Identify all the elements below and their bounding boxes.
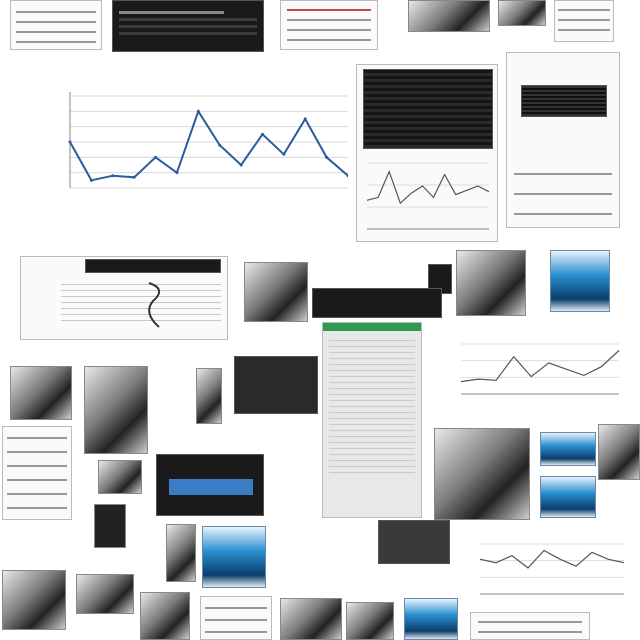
main-chart-point — [175, 171, 179, 175]
line-chart-bottom-right — [479, 543, 625, 595]
far-right-dark-plot — [521, 85, 607, 117]
thumbnail-photo-top-2 — [498, 0, 546, 26]
thumbnail-bottom-5 — [346, 602, 394, 640]
mini-chart-series-line — [366, 169, 490, 205]
thumbnail-figure-2 — [84, 366, 148, 454]
mini-chart-series-line — [479, 549, 625, 569]
dashboard-panel-far-right — [506, 52, 620, 228]
thumbnail-cable-photo — [598, 424, 640, 480]
thumbnail-dark-panel-top — [112, 0, 264, 52]
thumbnail-blue-chart-3 — [540, 476, 596, 518]
main-chart-point — [346, 174, 348, 178]
dashboard-mini-line-chart — [366, 162, 490, 230]
thumbnail-portrait-photo — [456, 250, 526, 316]
mini-chart-series-line — [460, 350, 620, 383]
main-chart-series-line — [69, 109, 348, 182]
thumbnail-bottom-6 — [404, 598, 458, 640]
thumbnail-dark-screen — [234, 356, 318, 414]
dashboard-panel-right — [356, 64, 498, 242]
thumbnail-device-photo — [244, 262, 308, 322]
main-chart-point — [89, 178, 93, 182]
main-chart-point — [68, 140, 72, 144]
main-chart-point — [282, 152, 286, 156]
main-chart-point — [218, 143, 222, 147]
thumbnail-figure-4 — [166, 524, 196, 582]
thumbnail-bottom-doc-2 — [470, 612, 590, 640]
thumbnail-bottom-2 — [76, 574, 134, 614]
thumbnail-figure-1 — [10, 366, 72, 420]
thumbnail-dark-banner — [312, 288, 442, 318]
thumbnail-robot-photo — [434, 428, 530, 520]
thumbnail-bottom-1 — [2, 570, 66, 630]
main-chart-point — [196, 109, 200, 113]
main-chart-point — [260, 132, 264, 136]
thumbnail-bottom-3 — [140, 592, 190, 640]
thumbnail-bottom-doc-1 — [200, 596, 272, 640]
thumbnail-dark-object — [94, 504, 126, 548]
thumbnail-doc-left-mid — [2, 426, 72, 520]
thumbnail-blue-screen-dark — [156, 454, 264, 516]
line-chart-mid-right — [460, 343, 620, 395]
thumbnail-doc-top-left — [10, 0, 102, 50]
main-chart-panel — [8, 58, 348, 238]
thumbnail-blue-photo — [202, 526, 266, 588]
thumbnail-blue-chart-2 — [540, 432, 596, 466]
main-chart-point — [111, 174, 115, 178]
thumbnail-photo-top — [408, 0, 490, 32]
thumbnail-figure-3 — [196, 368, 222, 424]
main-chart-point — [325, 155, 329, 159]
thumbnail-doc-top-right — [554, 0, 614, 42]
main-chart-point — [239, 163, 243, 167]
thumbnail-bottom-4 — [280, 598, 342, 640]
spreadsheet-green-header — [323, 323, 421, 331]
thumbnail-dark-device — [378, 520, 450, 564]
main-chart-point — [154, 155, 158, 159]
thumbnail-headset-photo — [98, 460, 142, 494]
main-chart-point — [303, 117, 307, 121]
spreadsheet-screenshot-center — [322, 322, 422, 518]
spreadsheet-panel-left — [20, 256, 228, 340]
thumbnail-blue-chart — [550, 250, 610, 312]
dashboard-dark-plot — [363, 69, 493, 149]
thumbnail-table-top — [280, 0, 378, 50]
main-chart-point — [132, 175, 136, 179]
main-line-chart — [68, 92, 348, 189]
